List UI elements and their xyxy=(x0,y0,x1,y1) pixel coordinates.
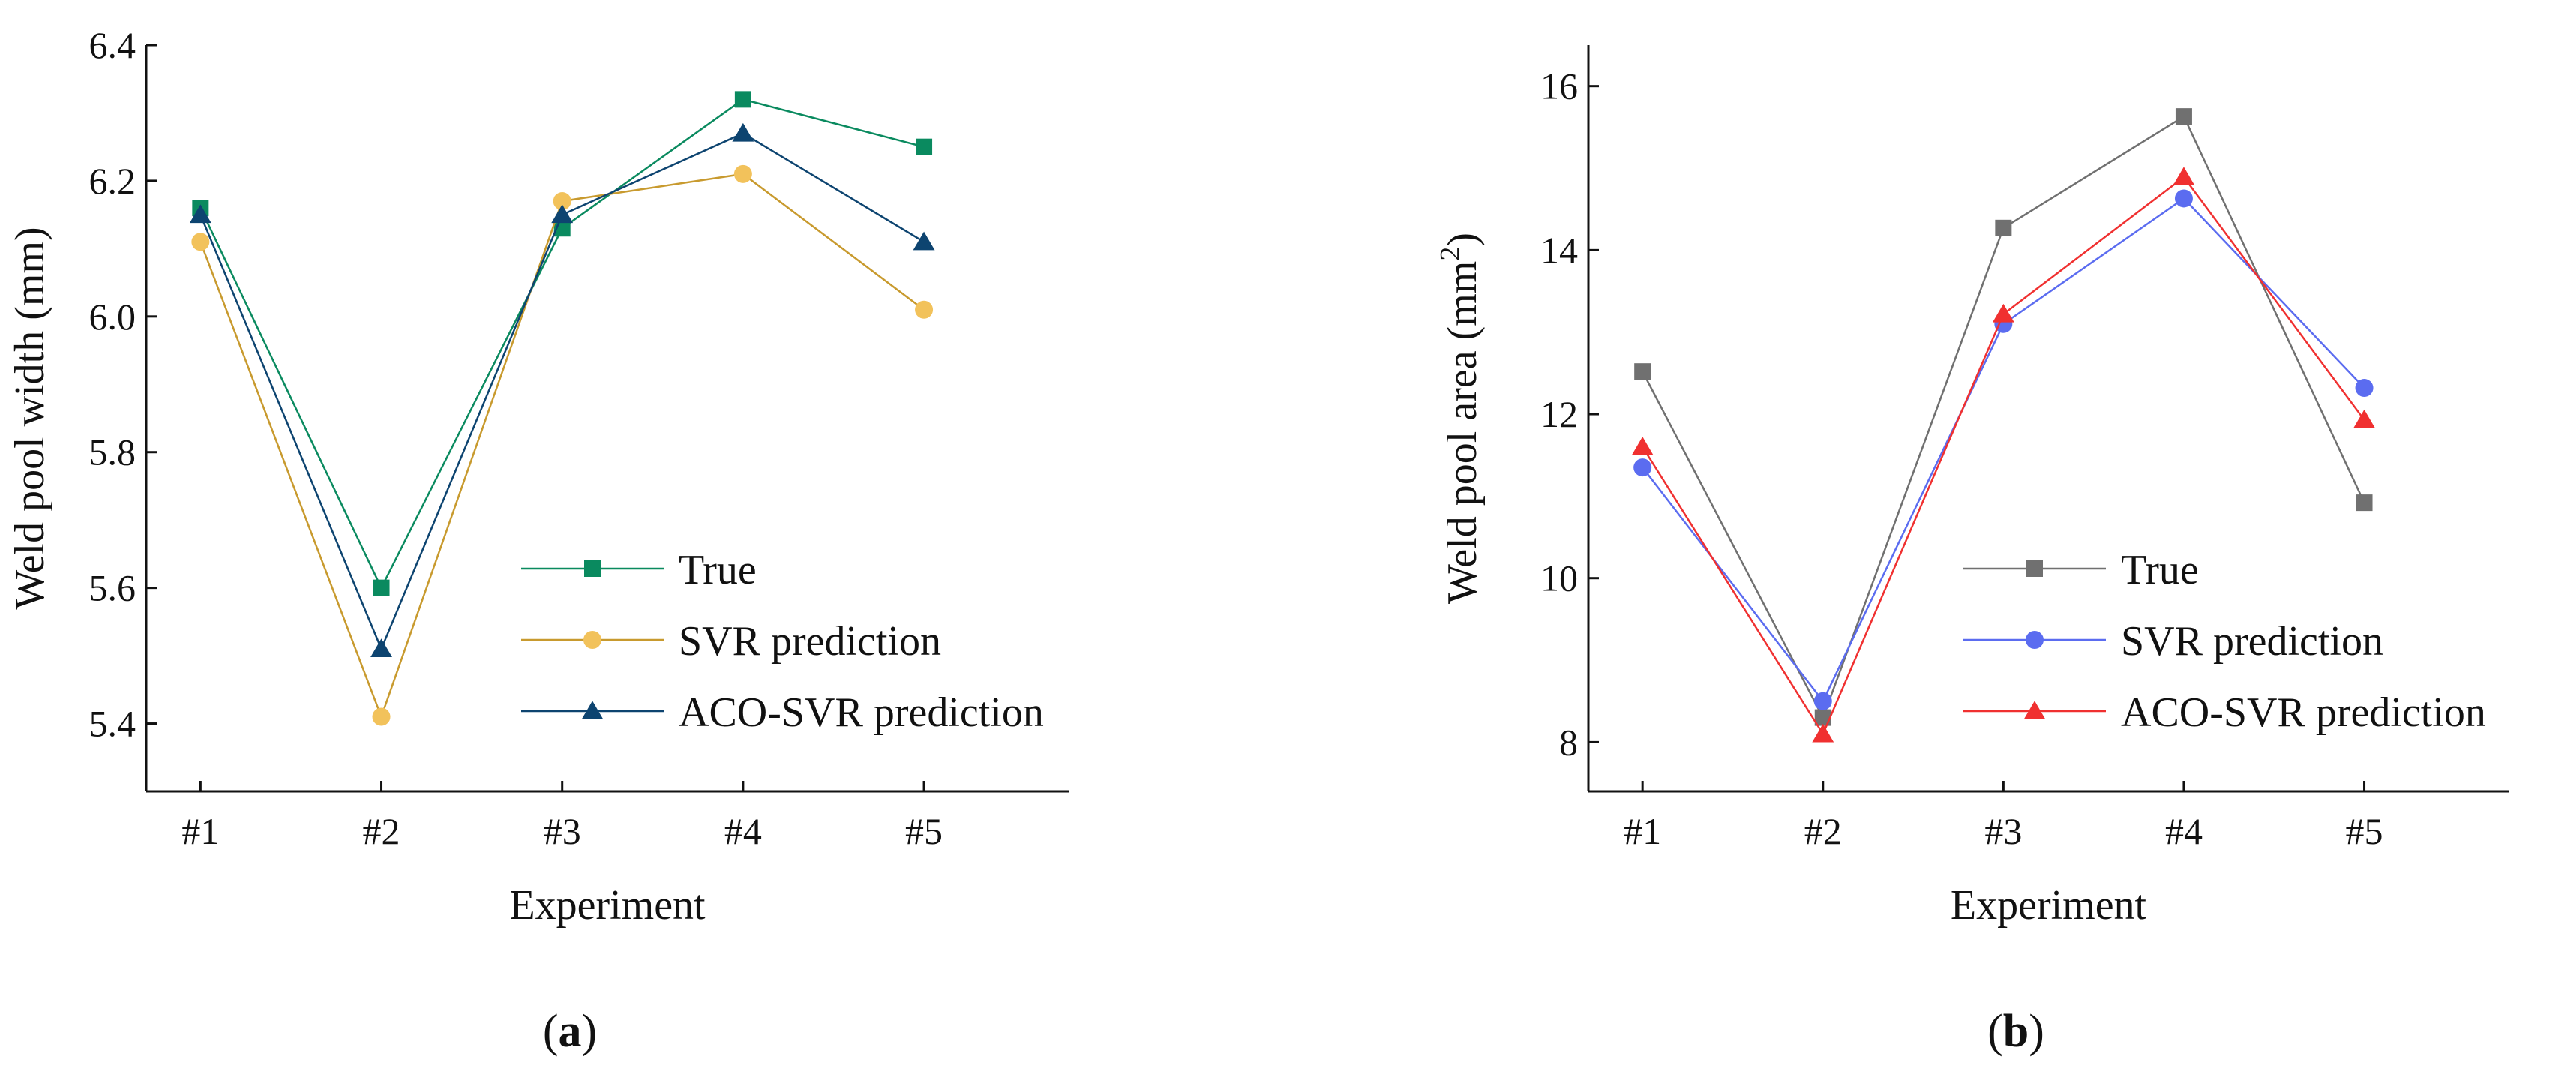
data-point xyxy=(1812,723,1834,743)
legend-marker xyxy=(2026,631,2044,649)
legend-marker xyxy=(583,631,601,649)
series-2 xyxy=(189,122,935,658)
data-point xyxy=(370,638,392,658)
data-point xyxy=(2356,494,2373,512)
data-point xyxy=(2355,379,2374,398)
y-tick-label: 8 xyxy=(1559,721,1578,763)
data-point xyxy=(551,204,574,224)
data-point xyxy=(1814,709,1831,726)
x-tick-label: #1 xyxy=(1624,810,1661,852)
chart-b: 8 10 12 14 16 #1 #2 #3 #4 #5 Experiment Weld pool a… xyxy=(1435,45,2509,1057)
series-0 xyxy=(1634,108,2373,726)
legend: True SVR prediction ACO-SVR prediction xyxy=(1963,547,2486,736)
x-tick-label: #4 xyxy=(724,810,762,852)
x-tick-label: #5 xyxy=(905,810,943,852)
data-point xyxy=(2353,409,2375,428)
data-point xyxy=(913,231,935,251)
legend-label: True xyxy=(2121,547,2199,593)
panel-label-letter: b xyxy=(2003,1006,2029,1057)
legend: True SVR prediction ACO-SVR prediction xyxy=(521,547,1044,736)
legend-label: True xyxy=(679,547,757,593)
series-line xyxy=(199,98,925,590)
legend-marker xyxy=(2026,560,2043,577)
data-point xyxy=(553,192,571,211)
data-point xyxy=(2175,108,2192,125)
y-axis-label-close: ) xyxy=(1439,233,1486,247)
y-tick-label: 5.4 xyxy=(89,703,136,745)
data-point xyxy=(916,138,933,155)
data-point xyxy=(733,164,752,183)
x-tick-label: #1 xyxy=(181,810,219,852)
y-tick-label: 6.4 xyxy=(89,24,136,66)
panel-label-open: ( xyxy=(543,1006,559,1057)
data-point xyxy=(1631,437,1654,455)
y-axis-label: Weld pool width (mm) xyxy=(7,227,53,609)
data-point xyxy=(732,122,754,142)
legend-label: SVR prediction xyxy=(2121,618,2383,665)
y-axis-label: Weld pool area (mm2) xyxy=(1435,233,1486,604)
data-point xyxy=(2174,189,2193,208)
legend-label: ACO-SVR prediction xyxy=(679,689,1044,736)
y-tick-label: 14 xyxy=(1540,229,1578,271)
x-tick-label: #5 xyxy=(2346,810,2383,852)
data-point xyxy=(1813,692,1832,710)
x-tick-label: #2 xyxy=(1804,810,1842,852)
y-tick-label: 5.6 xyxy=(89,567,136,609)
y-tick-label: 16 xyxy=(1540,65,1578,107)
x-tick-label: #3 xyxy=(1984,810,2022,852)
y-tick-label: 6.0 xyxy=(89,296,136,338)
legend-marker xyxy=(2023,701,2046,719)
panel-label-close: ) xyxy=(582,1006,598,1057)
data-point xyxy=(372,707,391,726)
y-tick-label: 6.2 xyxy=(89,160,136,202)
x-tick-label: #2 xyxy=(363,810,400,852)
x-tick-label: #3 xyxy=(544,810,581,852)
y-tick-label: 5.8 xyxy=(89,431,136,473)
legend-label: SVR prediction xyxy=(679,618,941,665)
legend-marker xyxy=(584,560,601,577)
data-point xyxy=(1992,303,2014,323)
panel-label: (a) xyxy=(543,1006,597,1057)
series-1 xyxy=(191,164,934,726)
chart-a: 5.4 5.6 5.8 6.0 6.2 6.4 #1 #2 #3 #4 #5 Experiment We… xyxy=(7,24,1069,1057)
y-tick-label: 12 xyxy=(1540,393,1578,435)
legend-marker xyxy=(581,701,604,719)
y-axis-label-superscript: 2 xyxy=(1435,247,1466,261)
panel-label: (b) xyxy=(1987,1006,2044,1057)
data-point xyxy=(915,300,934,319)
data-point xyxy=(1634,363,1651,380)
legend-label: ACO-SVR prediction xyxy=(2121,689,2486,736)
panel-label-open: ( xyxy=(1987,1006,2003,1057)
data-point xyxy=(191,233,210,251)
data-point xyxy=(189,204,211,224)
panel-label-letter: a xyxy=(559,1006,582,1057)
series-2 xyxy=(1631,167,2375,743)
x-axis-label: Experiment xyxy=(1951,882,2147,929)
data-point xyxy=(1633,458,1652,477)
data-point xyxy=(1995,219,2012,236)
x-tick-label: #4 xyxy=(2165,810,2203,852)
x-axis-label: Experiment xyxy=(509,882,706,929)
y-axis-label-main: Weld pool area (mm xyxy=(1439,261,1486,604)
panel-label-close: ) xyxy=(2029,1006,2044,1057)
data-point xyxy=(734,91,751,108)
y-tick-label: 10 xyxy=(1540,557,1578,599)
data-point xyxy=(2173,167,2195,186)
data-point xyxy=(373,579,390,596)
series-0 xyxy=(192,91,933,596)
